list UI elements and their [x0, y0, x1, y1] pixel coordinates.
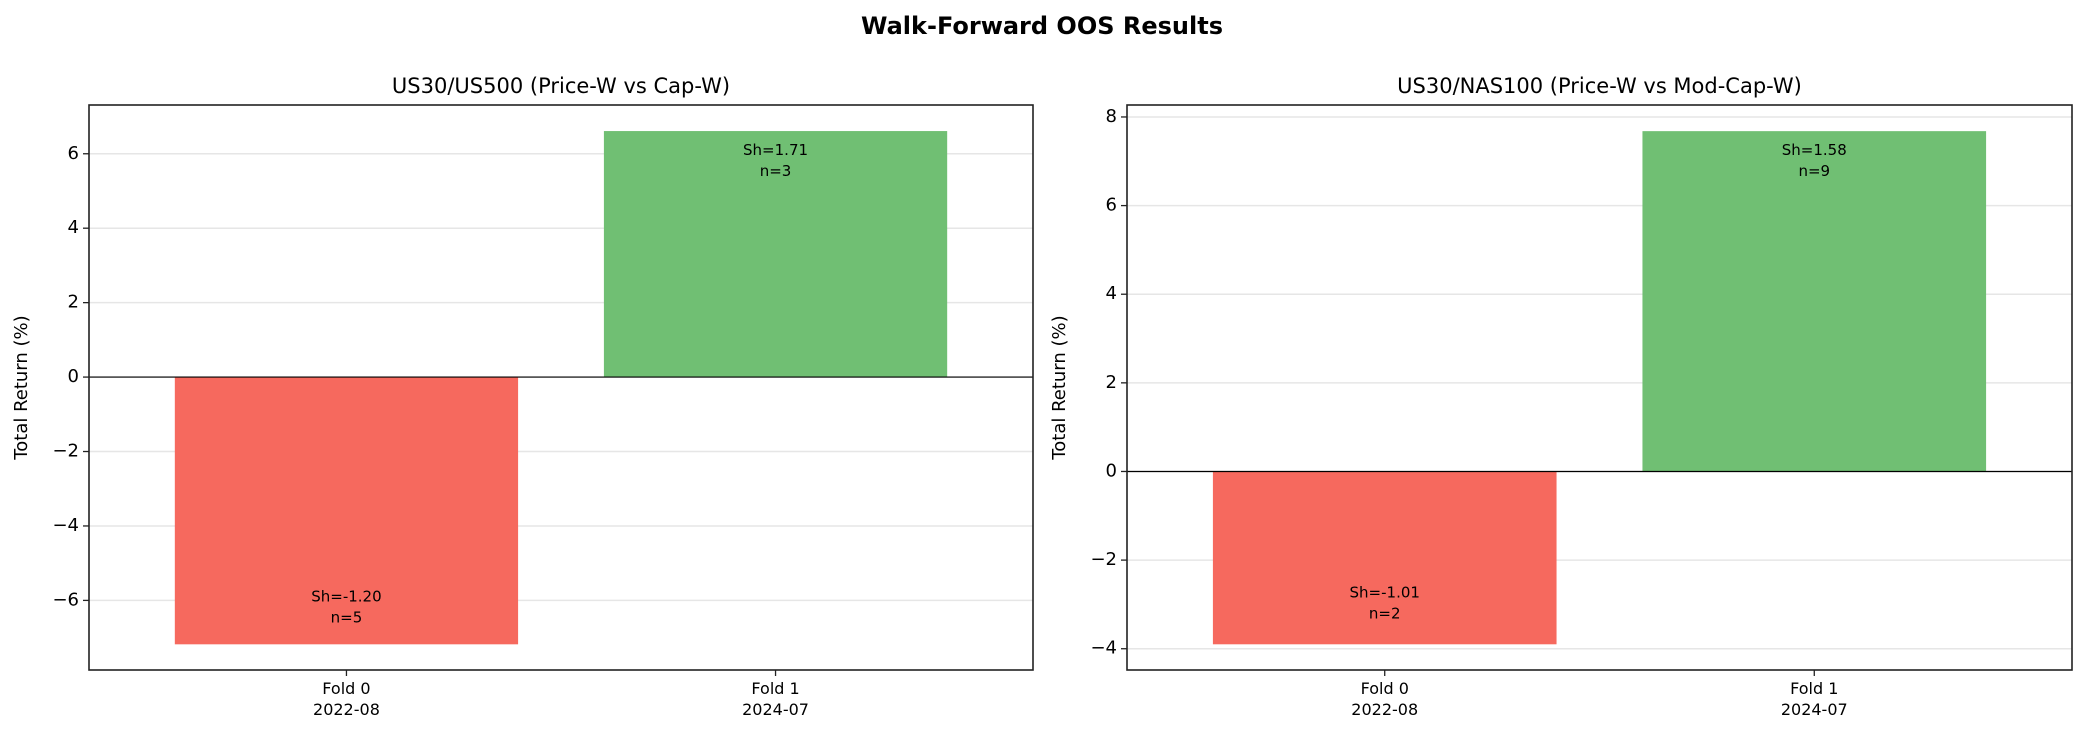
bar-annotation-0: Sh=-1.20 n=5: [311, 588, 381, 627]
axes-frame: [88, 104, 1034, 671]
bar-1: [1642, 131, 1987, 472]
x-tick-label-1: Fold 1 2024-07: [742, 679, 809, 719]
subplot-0: Sh=-1.20 n=5 Sh=1.71 n=3 −6 −4 −2 0 2 4 6 Fold 0 202…: [11, 74, 1034, 719]
y-tick-label: 2: [68, 292, 79, 313]
bar-0: [1212, 471, 1557, 645]
x-tick-label-0: Fold 0 2022-08: [313, 679, 380, 719]
y-tick-label: −4: [1090, 638, 1117, 659]
axes-frame: [1126, 104, 2073, 671]
y-tick-label: 8: [1106, 106, 1117, 127]
y-axis-label: Total Return (%): [11, 315, 32, 460]
y-axis-label: Total Return (%): [1049, 315, 1070, 460]
y-tick-label: 2: [1106, 372, 1117, 393]
y-tick-label: 4: [1106, 283, 1117, 304]
subplot-title: US30/NAS100 (Price-W vs Mod-Cap-W): [1397, 74, 1802, 98]
y-tick-label: 0: [68, 366, 79, 387]
bar-0: [174, 377, 519, 645]
subplot-1: Sh=-1.01 n=2 Sh=1.58 n=9 −4 −2 0 2 4 6 8 Fold 0 2022…: [1049, 74, 2073, 719]
bar-annotation-1: Sh=1.58 n=9: [1782, 141, 1847, 180]
y-tick-label: 6: [1106, 195, 1117, 216]
bar-annotation-0: Sh=-1.01 n=2: [1350, 584, 1420, 623]
y-tick-label: 6: [68, 143, 79, 164]
bar-annotation-1: Sh=1.71 n=3: [743, 141, 808, 180]
x-tick-label-1: Fold 1 2024-07: [1781, 679, 1848, 719]
bar-1: [603, 131, 948, 378]
y-tick-label: 0: [1106, 460, 1117, 481]
y-tick-label: −4: [52, 515, 79, 536]
y-tick-label: 4: [68, 217, 79, 238]
y-tick-label: −2: [52, 441, 79, 462]
y-tick-label: −6: [52, 589, 79, 610]
subplot-title: US30/US500 (Price-W vs Cap-W): [392, 74, 730, 98]
x-tick-label-0: Fold 0 2022-08: [1351, 679, 1418, 719]
figure-title: Walk-Forward OOS Results: [861, 12, 1223, 40]
y-tick-label: −2: [1090, 549, 1117, 570]
